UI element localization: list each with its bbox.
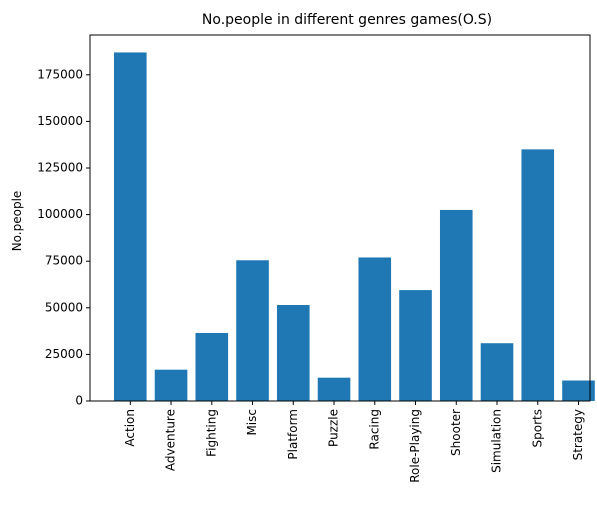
- y-tick-label: 100000: [37, 207, 83, 221]
- chart-title: No.people in different genres games(O.S): [202, 12, 492, 28]
- bar-sports: [521, 149, 555, 401]
- bar-platform: [276, 305, 310, 401]
- y-tick-label: 175000: [37, 67, 83, 81]
- x-tick-label: Misc: [245, 409, 259, 436]
- x-tick-label: Fighting: [204, 409, 218, 457]
- x-tick-label: Racing: [367, 409, 381, 450]
- y-axis-ticks: 0 25000 50000 75000 100000 125000 150000 175000: [37, 67, 90, 408]
- y-tick-label: 0: [75, 394, 83, 408]
- y-tick-label: 125000: [37, 161, 83, 175]
- x-tick-label: Adventure: [164, 409, 178, 471]
- x-tick-label: Role-Playing: [408, 409, 422, 483]
- bar-racing: [358, 257, 392, 401]
- y-axis-label: No.people: [10, 191, 24, 252]
- bar-adventure: [154, 369, 188, 401]
- y-tick-label: 25000: [45, 347, 83, 361]
- bar-fighting: [195, 332, 229, 401]
- bar-action: [114, 52, 147, 402]
- x-axis-ticks: Action Adventure Fighting Misc Platform Puzzl…: [123, 401, 585, 483]
- y-tick-label: 50000: [45, 300, 83, 314]
- bar-puzzle: [317, 377, 351, 401]
- x-tick-label: Platform: [286, 409, 300, 460]
- x-tick-label: Simulation: [490, 409, 504, 473]
- bars-layer: [114, 52, 595, 402]
- x-tick-label: Puzzle: [327, 409, 341, 447]
- x-tick-label: Sports: [530, 409, 544, 447]
- y-tick-label: 150000: [37, 114, 83, 128]
- bar-strategy: [562, 380, 595, 401]
- x-tick-label: Shooter: [449, 409, 463, 456]
- plot-area-frame: [89, 34, 591, 402]
- bar-shooter: [439, 209, 473, 401]
- bar-simulation: [480, 343, 514, 401]
- x-tick-label: Action: [123, 409, 137, 447]
- bar-role-playing: [399, 290, 432, 401]
- x-tick-label: Strategy: [571, 409, 585, 460]
- bar-misc: [236, 260, 269, 401]
- y-tick-label: 75000: [45, 254, 83, 268]
